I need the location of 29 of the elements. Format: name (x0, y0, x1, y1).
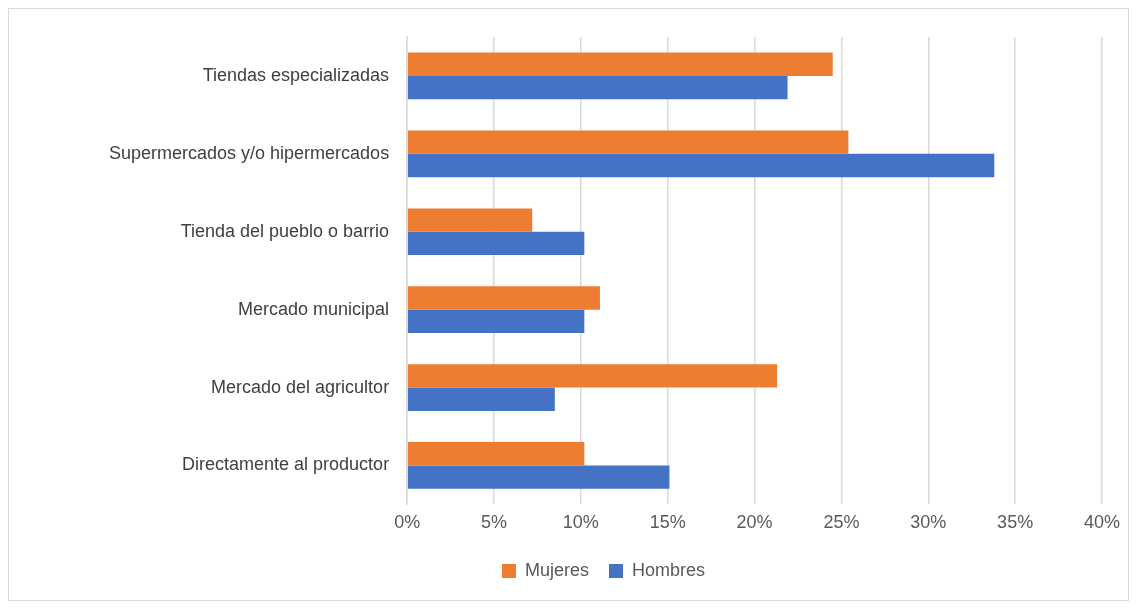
bar (407, 153, 995, 178)
bar (407, 465, 670, 489)
x-tick-label: 30% (910, 512, 947, 533)
y-tick-label: Mercado del agricultor (211, 376, 390, 397)
bar (407, 442, 585, 466)
bar (407, 309, 585, 334)
bar (407, 364, 778, 388)
y-tick-label: Tiendas especializadas (202, 64, 390, 85)
y-tick-label: Tienda del pueblo o barrio (180, 220, 390, 241)
bar (407, 231, 585, 256)
legend-label: Mujeres (524, 559, 590, 580)
x-tick-label: 15% (649, 512, 686, 533)
x-tick-label: 0% (394, 512, 421, 533)
x-tick-label: 10% (562, 512, 599, 533)
y-tick-label: Directamente al productor (182, 454, 390, 475)
bar (407, 75, 788, 100)
x-tick-label: 40% (1083, 512, 1120, 533)
y-tick-label: Supermercados y/o hipermercados (108, 142, 390, 163)
bar (407, 130, 849, 154)
x-tick-label: 20% (736, 512, 773, 533)
bar (407, 208, 533, 232)
y-tick-label: Mercado municipal (238, 298, 390, 319)
legend-label: Hombres (632, 559, 706, 580)
bar (407, 387, 555, 411)
x-tick-label: 35% (997, 512, 1034, 533)
x-tick-label: 5% (480, 512, 507, 533)
x-tick-label: 25% (823, 512, 860, 533)
bar (407, 286, 600, 310)
bar (407, 52, 833, 76)
